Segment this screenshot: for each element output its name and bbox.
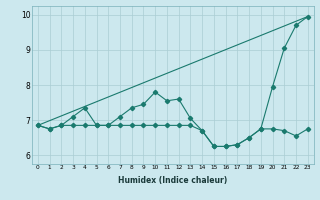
X-axis label: Humidex (Indice chaleur): Humidex (Indice chaleur)	[118, 176, 228, 185]
